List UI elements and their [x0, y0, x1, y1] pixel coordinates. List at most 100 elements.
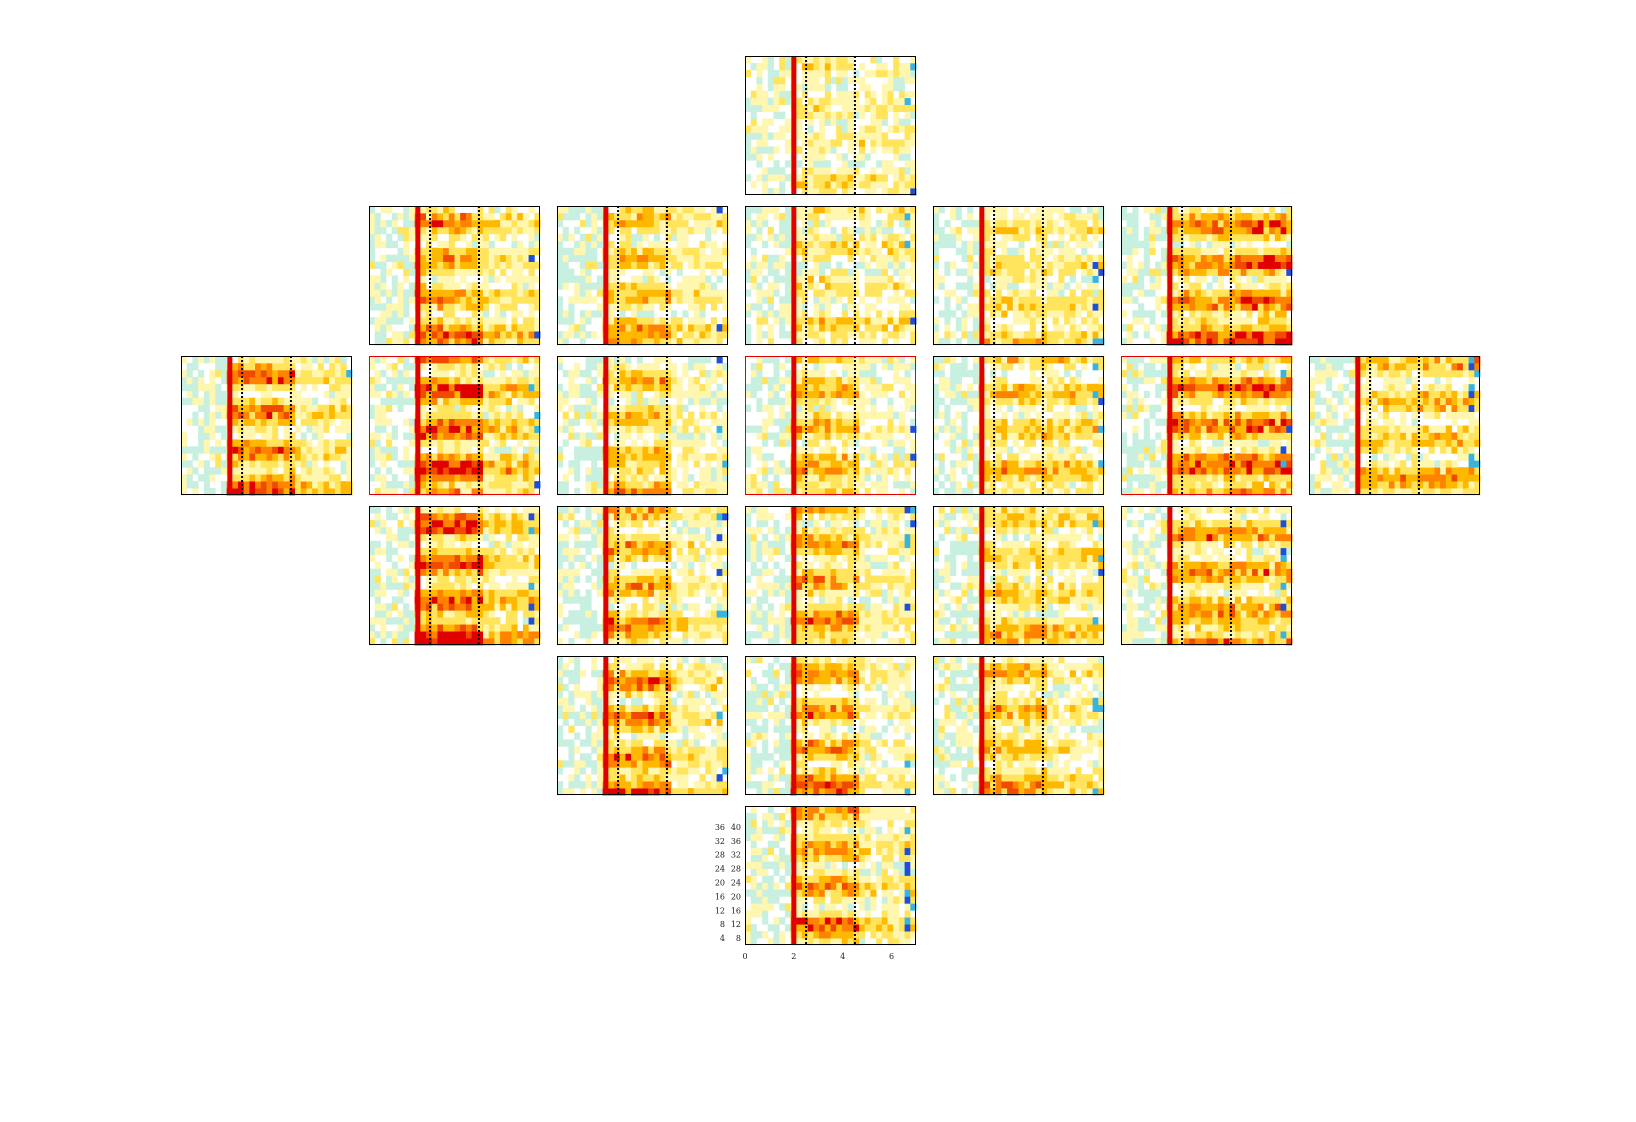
heatmap-cell — [380, 317, 387, 325]
heatmap-cell — [642, 383, 649, 392]
heatmap-cell — [443, 432, 450, 440]
heatmap-cell — [682, 467, 689, 475]
heatmap-cell — [312, 481, 319, 489]
heatmap-cell — [426, 310, 433, 318]
heatmap-cell — [568, 296, 575, 304]
heatmap-cell — [784, 467, 791, 475]
heatmap-cell — [893, 167, 900, 175]
heatmap-cell — [722, 254, 729, 262]
heatmap-cell — [1246, 233, 1253, 242]
heatmap-cell — [1092, 338, 1099, 346]
heatmap-cell — [784, 69, 791, 78]
heatmap-cell — [631, 212, 638, 221]
heatmap-cell — [220, 460, 227, 468]
heatmap-cell — [437, 247, 444, 256]
heatmap-cell — [910, 296, 917, 304]
heatmap-cell — [391, 331, 398, 339]
heatmap-cell — [386, 439, 393, 447]
heatmap-cell — [779, 439, 786, 447]
heatmap-cell — [1160, 331, 1167, 339]
heatmap-cell — [665, 289, 672, 297]
heatmap-cell — [950, 481, 957, 489]
heatmap-cell — [1035, 467, 1042, 475]
heatmap-cell — [1178, 317, 1185, 325]
heatmap-cell — [642, 331, 649, 339]
heatmap-cell — [887, 83, 894, 92]
heatmap-cell — [904, 362, 911, 371]
heatmap-cell — [819, 488, 826, 496]
heatmap-cell — [807, 369, 814, 378]
heatmap-cell — [642, 275, 649, 283]
heatmap-cell — [460, 383, 467, 392]
heatmap-cell — [870, 69, 877, 78]
heatmap-cell — [596, 282, 603, 290]
heatmap-cell — [306, 369, 313, 378]
heatmap-cell — [1018, 338, 1025, 346]
heatmap-cell — [807, 446, 814, 454]
heatmap-cell — [682, 369, 689, 378]
heatmap-cell — [1212, 324, 1219, 332]
heatmap-cell — [1058, 296, 1065, 304]
heatmap-cell — [477, 439, 484, 447]
heatmap-cell — [659, 418, 666, 426]
heatmap-cell — [716, 418, 723, 426]
heatmap-cell — [631, 439, 638, 447]
heatmap-cell — [841, 268, 848, 276]
heatmap-cell — [762, 212, 769, 221]
heatmap-cell — [614, 383, 621, 392]
heatmap-cell — [836, 317, 843, 325]
heatmap-cell — [904, 153, 911, 161]
heatmap-cell — [1206, 212, 1213, 221]
heatmap-cell — [203, 446, 210, 454]
heatmap-cell — [784, 118, 791, 126]
heatmap-cell — [574, 460, 581, 468]
heatmap-cell — [898, 453, 905, 461]
heatmap-cell — [300, 439, 307, 447]
heatmap-cell — [1143, 233, 1150, 242]
heatmap-cell — [608, 376, 615, 385]
heatmap-cell — [522, 247, 529, 256]
heatmap-cell — [990, 261, 997, 269]
heatmap-cell — [893, 76, 900, 85]
heatmap-cell — [249, 397, 256, 406]
heatmap-cell — [864, 125, 871, 133]
heatmap-cell — [1012, 310, 1019, 318]
heatmap-cell — [1274, 212, 1281, 221]
heatmap-cell — [323, 460, 330, 468]
heatmap-cell — [591, 362, 598, 371]
heatmap-cell — [397, 212, 404, 221]
heatmap-cell — [813, 369, 820, 378]
heatmap-cell — [1035, 296, 1042, 304]
heatmap-cell — [1149, 206, 1156, 214]
heatmap-cell — [574, 446, 581, 454]
heatmap-cell — [317, 404, 324, 412]
heatmap-cell — [1257, 247, 1264, 256]
heatmap-cell — [1052, 282, 1059, 290]
heatmap-cell — [876, 174, 883, 182]
heatmap-cell — [1001, 212, 1008, 221]
heatmap-cell — [972, 481, 979, 489]
heatmap-cell — [636, 338, 643, 346]
heatmap-cell — [836, 268, 843, 276]
heatmap-cell — [819, 160, 826, 168]
heatmap-cell — [1229, 240, 1236, 249]
heatmap-cell — [431, 261, 438, 269]
heatmap-cell — [631, 467, 638, 475]
heatmap-cell — [950, 467, 957, 475]
heatmap-cell — [910, 446, 917, 454]
heatmap-cell — [477, 488, 484, 496]
heatmap-cell — [1069, 453, 1076, 461]
heatmap-cell — [625, 317, 632, 325]
heatmap-cell — [579, 310, 586, 318]
heatmap-cell — [614, 261, 621, 269]
heatmap-cell — [1263, 240, 1270, 249]
heatmap-cell — [528, 460, 535, 468]
heatmap-cell — [693, 254, 700, 262]
heatmap-cell — [579, 383, 586, 392]
heatmap-cell — [562, 317, 569, 325]
heatmap-cell — [653, 390, 660, 399]
heatmap-cell — [819, 62, 826, 71]
heatmap-cell — [938, 453, 945, 461]
heatmap-cell — [1189, 331, 1196, 339]
